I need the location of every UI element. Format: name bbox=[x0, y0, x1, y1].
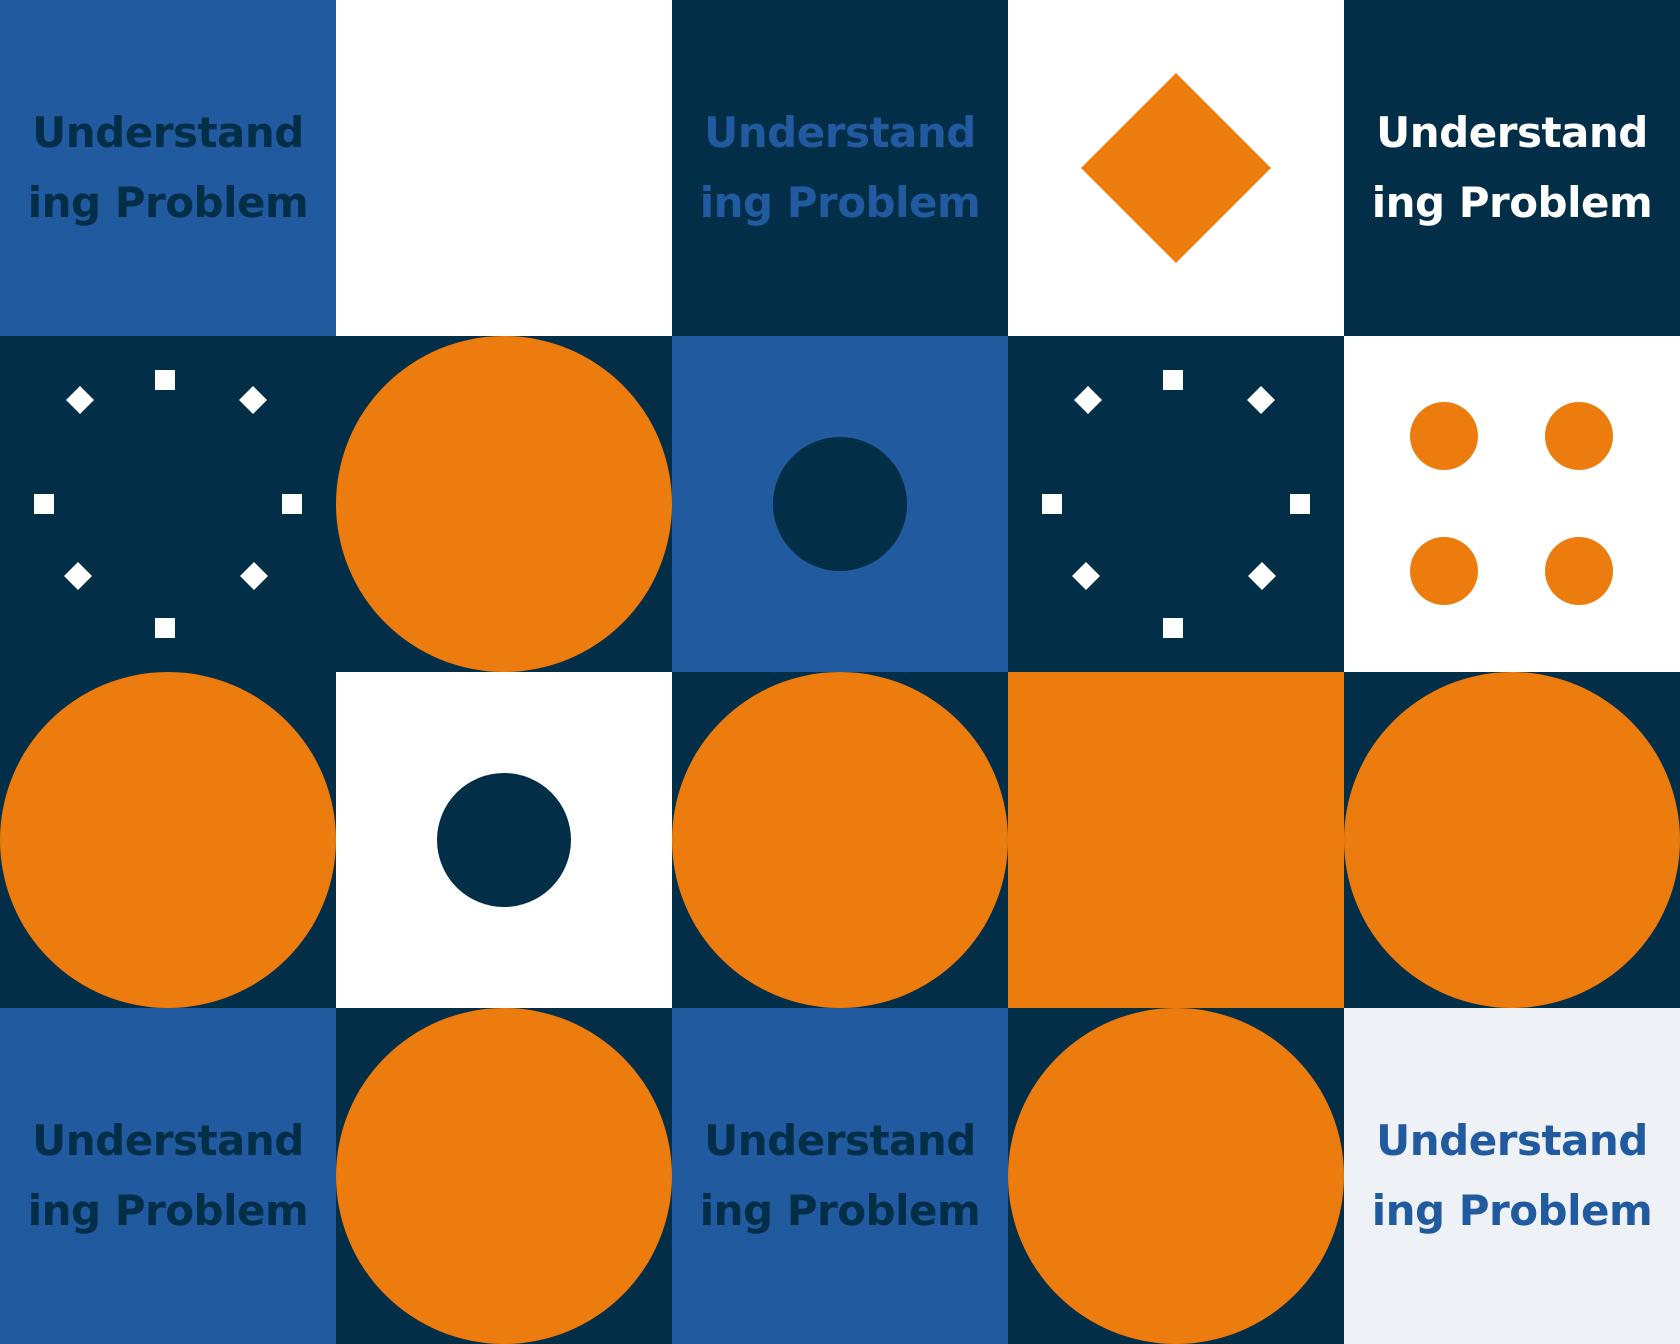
tile-label: Understand ing Problem bbox=[672, 1008, 1008, 1344]
tile-r4c5-text: Understand ing Problem bbox=[1344, 1008, 1680, 1344]
tile-r3c5-circle bbox=[1344, 672, 1680, 1008]
orange-circle-shape bbox=[0, 672, 336, 1008]
tile-r1c5-text: Understand ing Problem bbox=[1344, 0, 1680, 336]
orange-circle-shape bbox=[672, 672, 1008, 1008]
tile-label: Understand ing Problem bbox=[1344, 0, 1680, 336]
dot-ring-shape bbox=[34, 370, 302, 638]
diamond-shape bbox=[1081, 73, 1271, 263]
orange-circle-shape bbox=[1344, 672, 1680, 1008]
tile-label: Understand ing Problem bbox=[1344, 1008, 1680, 1344]
tile-r4c2-circle bbox=[336, 1008, 672, 1344]
tile-label: Understand ing Problem bbox=[0, 0, 336, 336]
tile-r1c1-text: Understand ing Problem bbox=[0, 0, 336, 336]
tile-r1c2-blank bbox=[336, 0, 672, 336]
tile-label: Understand ing Problem bbox=[0, 1008, 336, 1344]
orange-circle-shape bbox=[336, 336, 672, 672]
label-line-1: Understand bbox=[704, 1116, 976, 1165]
label-line-2: ing Problem bbox=[699, 178, 981, 227]
label-line-1: Understand bbox=[32, 1116, 304, 1165]
tile-r4c3-text: Understand ing Problem bbox=[672, 1008, 1008, 1344]
tile-r1c4-diamond bbox=[1008, 0, 1344, 336]
tile-r2c1-dot-ring bbox=[0, 336, 336, 672]
label-line-2: ing Problem bbox=[27, 178, 309, 227]
label-line-2: ing Problem bbox=[1371, 178, 1653, 227]
dot-ring-shape bbox=[1042, 370, 1310, 638]
orange-circle-shape bbox=[1008, 1008, 1344, 1344]
tile-r3c2-dot bbox=[336, 672, 672, 1008]
navy-dot-shape bbox=[773, 437, 907, 571]
label-line-1: Understand bbox=[704, 108, 976, 157]
tile-r2c2-circle bbox=[336, 336, 672, 672]
label-line-1: Understand bbox=[1376, 108, 1648, 157]
tile-r4c4-circle bbox=[1008, 1008, 1344, 1344]
label-line-1: Understand bbox=[32, 108, 304, 157]
tile-r2c5-four-dots bbox=[1344, 336, 1680, 672]
label-line-1: Understand bbox=[1376, 1116, 1648, 1165]
tile-r2c3-dot bbox=[672, 336, 1008, 672]
tile-r2c4-dot-ring bbox=[1008, 336, 1344, 672]
tile-r3c3-circle bbox=[672, 672, 1008, 1008]
tile-r4c1-text: Understand ing Problem bbox=[0, 1008, 336, 1344]
label-line-2: ing Problem bbox=[27, 1186, 309, 1235]
orange-circle-shape bbox=[336, 1008, 672, 1344]
navy-dot-shape bbox=[437, 773, 571, 907]
tile-r1c3-text: Understand ing Problem bbox=[672, 0, 1008, 336]
tile-label: Understand ing Problem bbox=[672, 0, 1008, 336]
label-line-2: ing Problem bbox=[699, 1186, 981, 1235]
tile-r3c4-solid bbox=[1008, 672, 1344, 1008]
tile-r3c1-circle bbox=[0, 672, 336, 1008]
four-dots-shape bbox=[1410, 402, 1613, 605]
label-line-2: ing Problem bbox=[1371, 1186, 1653, 1235]
